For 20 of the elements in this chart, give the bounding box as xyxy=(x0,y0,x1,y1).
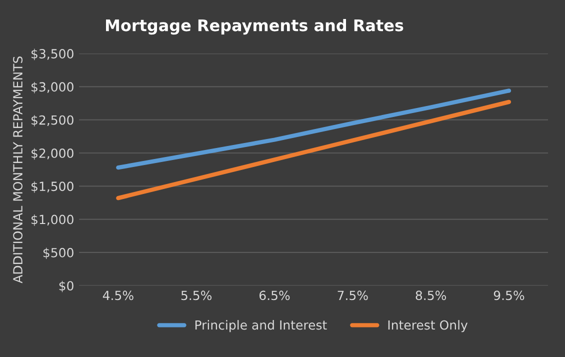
y-tick-label: $500 xyxy=(43,248,74,260)
y-axis-title: ADDITIONAL MONTHLY REPAYMENTS xyxy=(13,56,23,284)
y-tick-label: $3,500 xyxy=(32,48,74,60)
line-series xyxy=(116,100,512,200)
x-tick-label: 6.5% xyxy=(259,290,290,300)
x-tick-label: 9.5% xyxy=(494,290,524,300)
y-tick-label: $0 xyxy=(59,280,74,292)
x-tick-label: 5.5% xyxy=(181,290,212,300)
chart-title: Mortgage Repayments and Rates xyxy=(106,18,404,35)
legend-label: Interest Only xyxy=(388,320,468,332)
line-series xyxy=(116,88,512,170)
y-tick-label: $1,500 xyxy=(32,181,74,193)
y-tick-label: $1,000 xyxy=(32,214,74,226)
y-tick-label: $3,000 xyxy=(32,82,74,94)
x-tick-label: 8.5% xyxy=(416,290,446,300)
x-tick-label: 4.5% xyxy=(102,290,134,300)
x-tick-label: 7.5% xyxy=(338,290,368,300)
y-tick-label: $2,500 xyxy=(32,115,74,126)
legend-label: Principle and Interest xyxy=(195,320,327,332)
y-tick-label: $2,000 xyxy=(32,148,74,160)
